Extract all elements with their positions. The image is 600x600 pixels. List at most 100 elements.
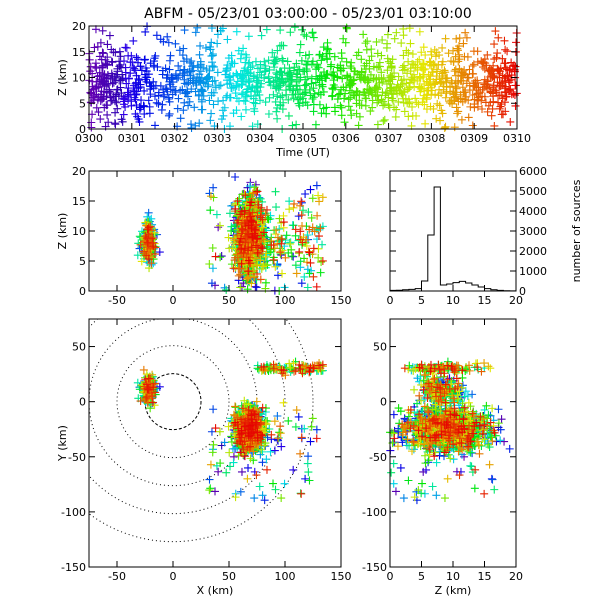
time-height-point: [366, 107, 375, 116]
time-height-point: [346, 106, 355, 115]
time-height-point: [244, 32, 253, 41]
plan-point: [226, 462, 235, 471]
time-height-point: [309, 93, 318, 102]
time-height-point: [400, 107, 409, 116]
time-height-point: [497, 100, 506, 109]
time-height-point: [111, 120, 120, 129]
xz-point: [295, 247, 304, 256]
time-height-point: [134, 74, 143, 83]
time-height-point: [165, 56, 174, 65]
time-height-point: [444, 49, 453, 58]
time-height-point: [85, 55, 94, 64]
time-height-point: [334, 90, 343, 99]
time-height-point: [150, 92, 159, 101]
time-height-point: [205, 72, 214, 81]
xz-point: [271, 187, 280, 196]
time-height-point: [490, 40, 499, 49]
time-height-point: [373, 49, 382, 58]
plan-point: [215, 427, 224, 436]
time-height-point: [337, 54, 346, 63]
time-height-point: [305, 50, 314, 59]
time-height-point: [500, 98, 509, 107]
time-height-point: [298, 98, 307, 107]
time-height-points: [85, 22, 521, 133]
time-height-point: [207, 109, 216, 118]
time-height-point: [368, 103, 377, 112]
xz-points: [133, 173, 327, 295]
plan-point: [222, 468, 231, 477]
time-height-point: [456, 90, 465, 99]
xz-point: [312, 181, 321, 190]
plan-point: [244, 463, 253, 472]
time-height-point: [238, 89, 247, 98]
histogram-ytick-label: 2000: [519, 245, 547, 258]
histogram-ylabel: number of sources: [570, 179, 583, 282]
xz-point: [316, 268, 325, 277]
time-height-point: [234, 46, 243, 55]
time-height-point: [120, 57, 129, 66]
xz-point: [282, 231, 291, 240]
time-height-point: [103, 61, 112, 70]
time-height-ytick-label: 0: [79, 123, 86, 136]
time-height-point: [391, 112, 400, 121]
time-height-point: [217, 115, 226, 124]
time-height-point: [372, 37, 381, 46]
time-height-point: [239, 96, 248, 105]
time-height-point: [408, 50, 417, 59]
time-height-point: [460, 52, 469, 61]
time-height-point: [429, 104, 438, 113]
time-height-point: [411, 61, 420, 70]
plan-point: [260, 496, 269, 505]
xz-point: [216, 253, 225, 262]
time-height-point: [196, 41, 205, 50]
histogram-xtick-label: 15: [478, 294, 492, 307]
plan-point: [277, 494, 286, 503]
time-height-point: [111, 97, 120, 106]
plan-point: [305, 476, 314, 485]
time-height-point: [383, 66, 392, 75]
time-height-point: [359, 74, 368, 83]
time-height-point: [357, 68, 366, 77]
time-height-point: [399, 51, 408, 60]
time-height-point: [166, 51, 175, 60]
time-height-point: [243, 67, 252, 76]
xz-ytick-label: 0: [79, 285, 86, 298]
time-height-point: [165, 65, 174, 74]
time-height-xlabel: Time (UT): [275, 146, 330, 159]
time-height-point: [352, 51, 361, 60]
time-height-point: [201, 43, 210, 52]
time-height-point: [151, 51, 160, 60]
time-height-point: [289, 94, 298, 103]
time-height-point: [107, 69, 116, 78]
time-height-point: [228, 59, 237, 68]
time-height-point: [337, 111, 346, 120]
time-height-point: [292, 59, 301, 68]
time-height-point: [404, 112, 413, 121]
time-height-point: [405, 84, 414, 93]
plan-point: [291, 422, 300, 431]
plan-point: [304, 452, 313, 461]
time-height-point: [502, 92, 511, 101]
time-height-point: [226, 76, 235, 85]
time-height-xtick-label: 0304: [246, 132, 274, 145]
time-height-point: [462, 33, 471, 42]
time-height-point: [511, 81, 520, 90]
time-height-point: [359, 30, 368, 39]
time-height-point: [347, 111, 356, 120]
plan-point: [292, 406, 301, 415]
plan-point: [250, 494, 259, 503]
xz-ytick-label: 10: [72, 225, 86, 238]
time-height-point: [317, 56, 326, 65]
time-height-point: [400, 65, 409, 74]
time-height-point: [506, 85, 515, 94]
time-height-point: [231, 89, 240, 98]
time-height-point: [213, 39, 222, 48]
time-height-point: [410, 82, 419, 91]
xz-point: [274, 271, 283, 280]
time-height-point: [308, 95, 317, 104]
time-height-point: [185, 97, 194, 106]
range-ring: [89, 319, 258, 487]
xz-point: [211, 252, 220, 261]
time-height-point: [441, 93, 450, 102]
plan-point: [214, 467, 223, 476]
